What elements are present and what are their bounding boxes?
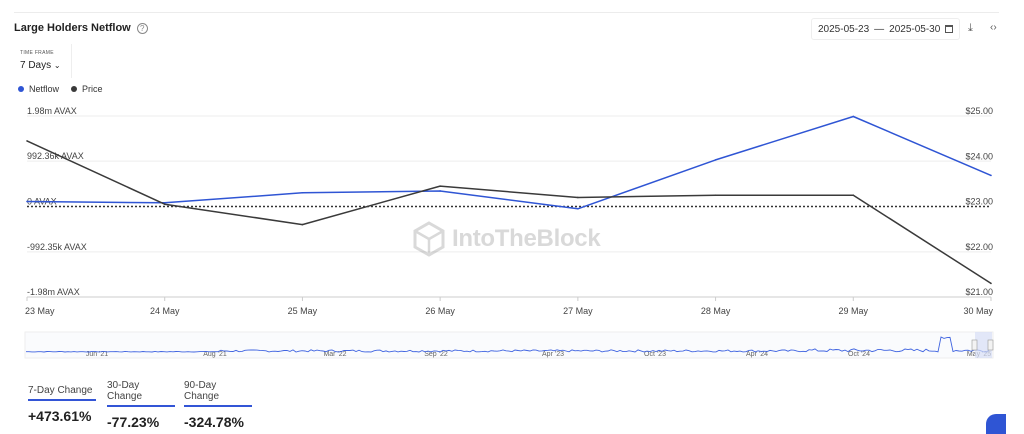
- time-frame-value: 7 Days: [20, 60, 52, 71]
- data-point-price: [852, 194, 855, 196]
- help-icon[interactable]: ?: [136, 22, 148, 34]
- x-tick-label: 23 May: [25, 306, 55, 316]
- legend: Netflow Price: [18, 84, 103, 94]
- data-point-price: [163, 203, 166, 206]
- calendar-icon: [945, 25, 954, 33]
- navigator-label: Oct '24: [848, 351, 870, 358]
- x-tick-label: 26 May: [425, 306, 455, 316]
- navigator-label: Mar '22: [323, 351, 346, 358]
- y-left-tick-label: 992.36k AVAX: [27, 151, 84, 161]
- navigator-label: Apr '23: [542, 351, 564, 358]
- navigator-label: Apr '24: [746, 351, 768, 358]
- navigator-selection: [975, 332, 992, 358]
- stat-7-day-label: 7-Day Change: [28, 385, 96, 401]
- chart-title: Large Holders Netflow: [14, 22, 131, 34]
- y-right-tick-label: $24.00: [965, 151, 993, 161]
- watermark-text: IntoTheBlock: [452, 225, 601, 252]
- top-divider: [14, 12, 999, 13]
- navigator-series-line: [26, 336, 990, 353]
- data-point-price: [301, 223, 304, 226]
- stat-7-day: 7-Day Change +473.61%: [28, 380, 96, 424]
- data-point-netflow: [26, 200, 28, 203]
- watermark-logo-icon: [413, 221, 445, 257]
- y-right-tick-label: $22.00: [965, 242, 993, 252]
- y-left-tick-label: -992.35k AVAX: [27, 242, 87, 252]
- legend-item-netflow[interactable]: Netflow: [18, 84, 59, 94]
- chevron-down-icon: ⌄: [53, 61, 61, 70]
- x-tick-label: 24 May: [150, 306, 180, 316]
- navigator-handle-left: [971, 339, 978, 351]
- time-frame-selector[interactable]: TIME FRAME 7 Days ⌄: [14, 44, 72, 78]
- stat-90-day-label: 90-Day Change: [184, 380, 252, 407]
- stat-7-day-value: +473.61%: [28, 408, 92, 424]
- date-end: 2025-05-30: [889, 23, 941, 35]
- stat-30-day-label: 30-Day Change: [107, 380, 175, 407]
- data-point-price: [26, 140, 28, 142]
- data-point-netflow: [990, 174, 992, 177]
- x-tick-label: 30 May: [963, 306, 993, 316]
- legend-item-price[interactable]: Price: [71, 84, 103, 94]
- legend-price-marker: [71, 86, 78, 92]
- stat-30-day-value: -77.23%: [107, 414, 160, 430]
- stat-90-day: 90-Day Change -324.78%: [184, 380, 252, 430]
- legend-netflow-label: Netflow: [29, 84, 60, 94]
- x-tick-label: 28 May: [701, 306, 731, 316]
- date-separator: —: [874, 23, 885, 35]
- x-tick-label: 29 May: [839, 306, 869, 316]
- x-tick-label: 25 May: [288, 306, 318, 316]
- embed-icon[interactable]: ‹›: [990, 22, 997, 33]
- data-point-price: [439, 185, 441, 187]
- data-point-netflow: [577, 207, 579, 210]
- chart-header: Large Holders Netflow ?: [14, 22, 148, 34]
- stat-30-day: 30-Day Change -77.23%: [107, 380, 175, 430]
- legend-price-label: Price: [82, 84, 103, 94]
- date-start: 2025-05-23: [818, 23, 870, 35]
- y-right-tick-label: $25.00: [965, 106, 993, 116]
- chat-bubble-icon[interactable]: [986, 414, 1006, 434]
- series-line-netflow: [26, 115, 992, 210]
- time-frame-label: TIME FRAME: [20, 50, 54, 56]
- navigator-label: Oct '23: [644, 351, 666, 358]
- data-point-netflow: [714, 159, 717, 161]
- data-point-price: [577, 196, 579, 199]
- x-tick-label: 27 May: [563, 306, 593, 316]
- legend-netflow-marker: [18, 86, 24, 92]
- data-point-price: [714, 194, 717, 196]
- y-left-tick-label: 1.98m AVAX: [27, 106, 77, 116]
- y-right-tick-label: $23.00: [965, 197, 993, 207]
- navigator-chart[interactable]: Jun '21 Aug '21 Mar '22 Sep '22 Apr '23 Oct '…: [0, 328, 1024, 362]
- date-range-picker[interactable]: 2025-05-23 — 2025-05-30: [811, 18, 961, 40]
- navigator-handle-right: [987, 339, 994, 351]
- series-line-price: [26, 140, 992, 285]
- y-right-tick-label: $21.00: [965, 287, 993, 297]
- data-point-netflow: [852, 115, 855, 118]
- navigator-label: Aug '21: [203, 351, 227, 358]
- navigator-label: Jun '21: [86, 351, 108, 358]
- y-left-tick-label: -1.98m AVAX: [27, 287, 80, 297]
- data-point-price: [990, 282, 992, 285]
- data-point-netflow: [301, 191, 304, 194]
- watermark: IntoTheBlock: [412, 221, 601, 257]
- download-icon[interactable]: ⤓: [968, 22, 973, 34]
- navigator-label: Sep '22: [424, 351, 448, 358]
- stat-90-day-value: -324.78%: [184, 414, 244, 430]
- navigator-background: [24, 331, 994, 359]
- data-point-netflow: [439, 190, 441, 192]
